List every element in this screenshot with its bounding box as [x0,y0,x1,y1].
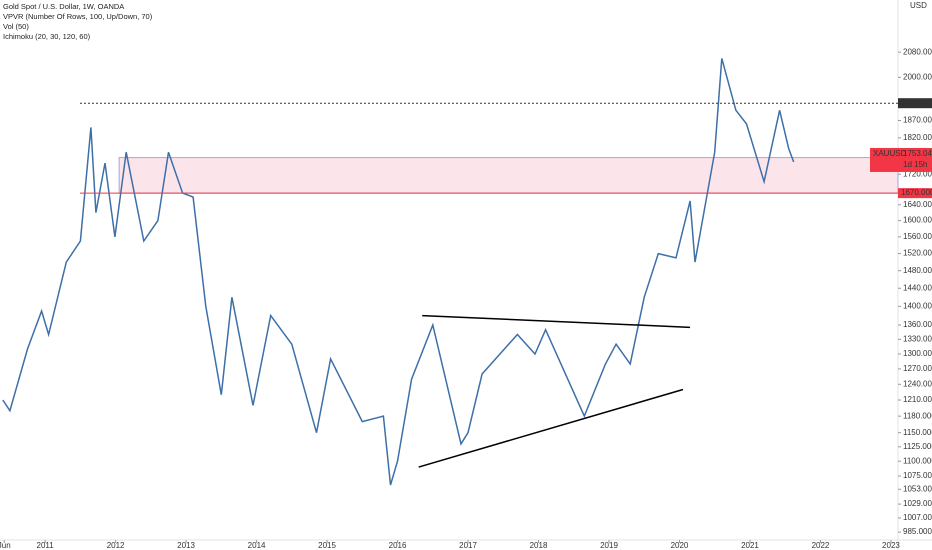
y-tick-label: 1640.000 [903,200,932,209]
price-badge-label: 1921.070 [901,98,932,107]
y-tick-label: 2000.000 [903,72,932,81]
y-tick-label: 1360.000 [903,320,932,329]
x-tick-label: 2012 [107,541,125,550]
x-tick-label: 2015 [318,541,336,550]
y-tick-label: 2080.000 [903,47,932,56]
indicator: Vol (50) [3,22,29,31]
y-tick-label: 1480.000 [903,266,932,275]
x-tick-label: 2011 [37,541,55,550]
y-tick-label: 1720.000 [903,169,932,178]
y-tick-label: 1440.000 [903,283,932,292]
y-tick-label: 1007.000 [903,513,932,522]
price-badge-label: 1670.000 [901,188,932,197]
x-tick-label: 2022 [812,541,830,550]
y-tick-label: 1600.000 [903,216,932,225]
chart-title: Gold Spot / U.S. Dollar, 1W, OANDA [3,2,125,11]
y-tick-label: 1100.000 [903,456,932,465]
x-tick-label: 2018 [530,541,548,550]
x-tick-label: 2016 [389,541,407,550]
y-tick-label: 1330.000 [903,334,932,343]
x-tick-label: 2023 [882,541,900,550]
x-tick-label: 2017 [459,541,477,550]
y-tick-label: 1125.000 [903,442,932,451]
y-tick-label: 1180.000 [903,411,932,420]
x-tick-label: 2020 [671,541,689,550]
y-tick-label: 1029.000 [903,499,932,508]
trendline [422,314,691,329]
countdown-label: 1d 15h [903,160,927,169]
x-tick-label: 2013 [177,541,195,550]
currency-label: USD [910,1,927,10]
y-tick-label: 1270.000 [903,364,932,373]
y-tick-label: 1400.000 [903,301,932,310]
header: Gold Spot / U.S. Dollar, 1W, OANDA VPVR … [3,2,152,42]
y-tick-label: 1240.000 [903,379,932,388]
price-line [2,58,795,486]
y-tick-label: 985.000 [903,527,932,536]
price-badge [898,98,932,109]
y-tick-label: 1870.000 [903,116,932,125]
price-badge [898,188,932,199]
y-tick-label: 1210.000 [903,395,932,404]
x-tick-label: 2014 [248,541,266,550]
series-label: XAUUSD [873,149,907,158]
last-price-label: 1753.045 [903,149,932,158]
indicator: Ichimoku (20, 30, 120, 60) [3,32,91,41]
indicator: VPVR (Number Of Rows, 100, Up/Down, 70) [3,12,153,21]
y-tick-label: 1520.000 [903,249,932,258]
y-tick-label: 1820.000 [903,133,932,142]
trendline [418,388,684,468]
x-tick-label: Jun [0,541,11,550]
zone [118,157,899,194]
y-tick-label: 1150.000 [903,428,932,437]
last-price-badge [870,147,932,172]
x-tick-label: 2019 [600,541,618,550]
y-tick-label: 1075.000 [903,471,932,480]
y-tick-label: 1300.000 [903,349,932,358]
x-tick-label: 2021 [741,541,759,550]
y-tick-label: 1560.000 [903,232,932,241]
y-tick-label: 1053.000 [903,484,932,493]
